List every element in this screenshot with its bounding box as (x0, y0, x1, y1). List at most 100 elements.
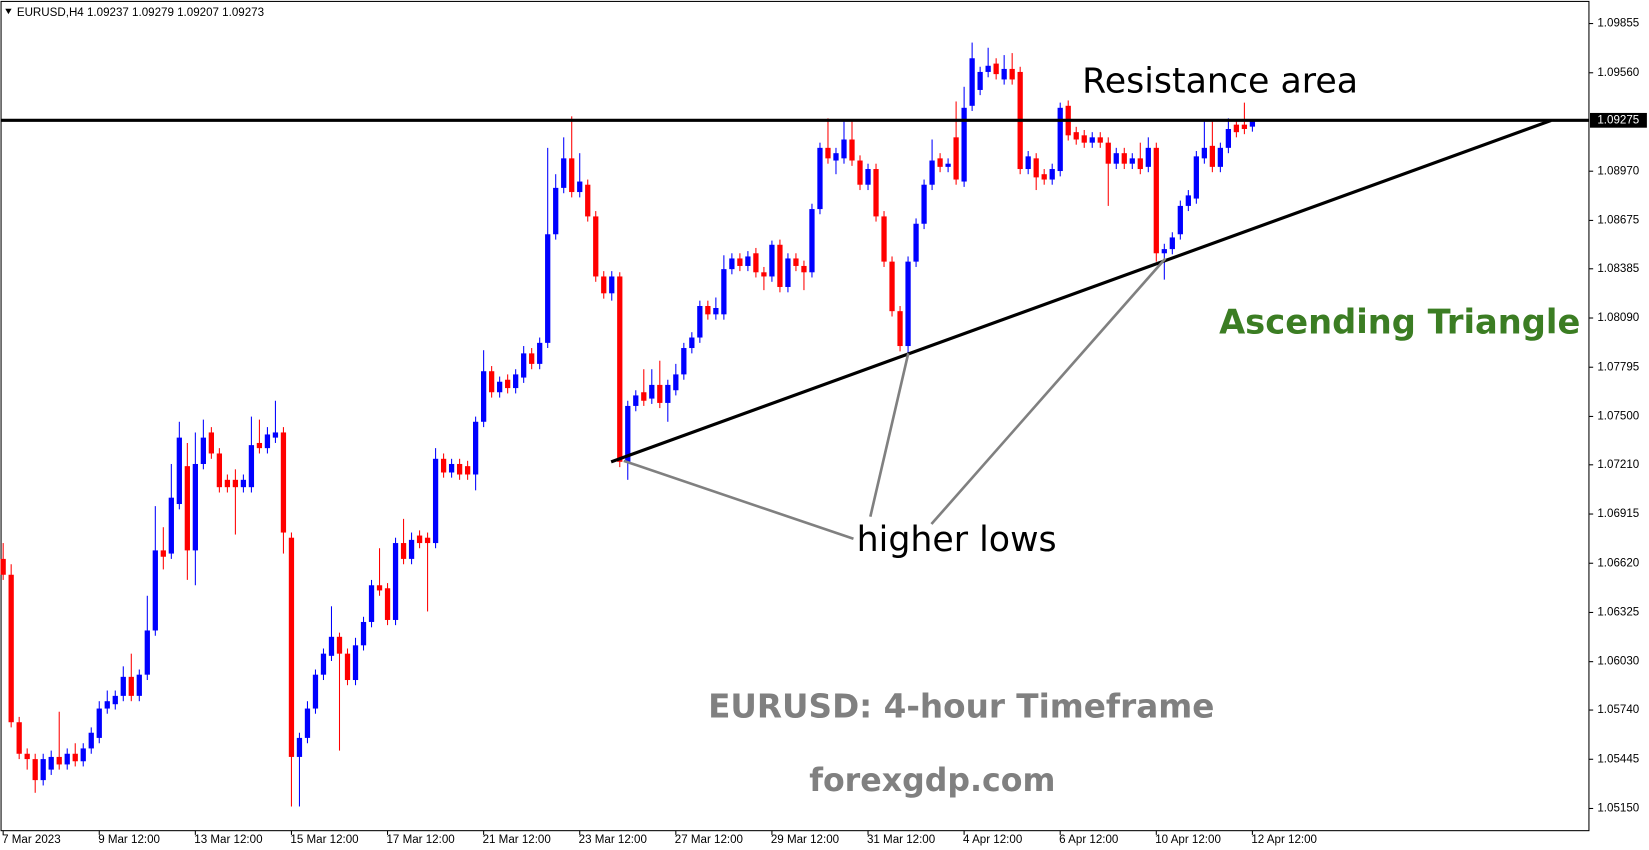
candle-body (777, 244, 783, 287)
menu-triangle (5, 8, 12, 15)
candle-body (1097, 137, 1103, 143)
candle-body (993, 63, 999, 75)
annotation: EURUSD: 4-hour Timeframe (708, 687, 1214, 725)
candle-body (961, 107, 967, 182)
candle-body (705, 305, 711, 315)
x-tick-label: 4 Apr 12:00 (963, 834, 1022, 846)
candle-body (809, 209, 815, 273)
candle-body (416, 535, 423, 544)
candle-body (448, 463, 455, 473)
candle-body (1137, 158, 1143, 170)
candle-body (184, 466, 190, 551)
candle-body (873, 169, 879, 217)
candle-body (553, 187, 559, 235)
x-tick-label: 27 Mar 12:00 (675, 834, 743, 846)
candle-body (697, 305, 703, 338)
candle-body (432, 458, 439, 544)
candle-body (953, 137, 959, 180)
candle-body (641, 392, 647, 401)
candle-body (1153, 147, 1159, 254)
candle-body (505, 379, 511, 389)
candle-body (40, 759, 46, 781)
candle-body (208, 432, 215, 454)
y-tick-label: 1.07795 (1597, 361, 1639, 373)
candle-body (8, 574, 14, 723)
candle-body (1121, 153, 1127, 164)
candle-body (929, 160, 935, 185)
candle-body (1169, 237, 1175, 250)
candle-body (857, 160, 863, 185)
candle-body (176, 437, 182, 505)
x-tick-label: 7 Mar 2023 (2, 834, 61, 846)
candle-body (400, 543, 407, 559)
y-tick-label: 1.09855 (1597, 18, 1639, 30)
candle-body (1073, 132, 1079, 140)
candle-body (368, 585, 375, 622)
pointer-line (869, 353, 910, 517)
candle-body (1113, 153, 1119, 164)
candle-body (825, 147, 831, 159)
candle-body (312, 674, 319, 709)
y-tick-label: 1.08675 (1597, 214, 1639, 226)
x-tick-label: 23 Mar 12:00 (579, 834, 647, 846)
y-tick-label: 1.06325 (1597, 607, 1639, 619)
chart-header: EURUSD,H4 1.09237 1.09279 1.09207 1.0927… (17, 7, 264, 19)
candle-body (985, 65, 991, 72)
candle-body (288, 537, 295, 757)
candle-body (352, 645, 359, 681)
x-tick-label: 17 Mar 12:00 (386, 834, 454, 846)
candle-body (977, 71, 983, 90)
candle-body (1025, 156, 1031, 170)
candle-body (897, 311, 903, 347)
x-tick-label: 15 Mar 12:00 (290, 834, 358, 846)
x-tick-label: 31 Mar 12:00 (867, 834, 935, 846)
candle-body (633, 395, 639, 406)
candle-body (529, 353, 535, 364)
x-tick-label: 10 Apr 12:00 (1155, 834, 1221, 846)
candle-body (32, 759, 38, 781)
candle-body (1033, 158, 1039, 178)
annotation: forexgdp.com (809, 763, 1055, 799)
candle-body (1241, 124, 1248, 129)
candle-body (120, 676, 126, 696)
candle-body (577, 181, 583, 193)
candle-body (24, 753, 30, 760)
candle-body (376, 585, 383, 591)
candle-body (200, 437, 206, 464)
pointer-line (930, 257, 1167, 525)
x-tick-label: 21 Mar 12:00 (483, 834, 551, 846)
candle-body (537, 342, 543, 364)
candle-body (713, 307, 719, 315)
candle-body (1001, 68, 1007, 80)
candle-body (753, 253, 759, 273)
candle-body (1225, 128, 1232, 148)
candle-body (424, 537, 431, 544)
candle-body (905, 261, 911, 347)
candle-body (1129, 158, 1135, 164)
candle-body (1185, 195, 1191, 206)
candle-body (1177, 205, 1183, 235)
candle-body (593, 216, 599, 277)
candle-body (913, 223, 919, 262)
candle-body (344, 653, 351, 681)
candle-body (673, 374, 679, 391)
candle-body (521, 353, 527, 378)
candle-body (360, 621, 367, 646)
y-tick-label: 1.07210 (1597, 459, 1639, 471)
candle-body (1041, 174, 1047, 180)
candle-body (192, 463, 198, 551)
y-tick-label: 1.08970 (1597, 165, 1639, 177)
pointer-line (623, 459, 854, 541)
candle-body (272, 432, 279, 438)
candle-body (609, 276, 615, 294)
candle-body (64, 753, 70, 765)
y-tick-label: 1.06915 (1597, 508, 1639, 520)
candle-body (0, 558, 6, 575)
candle-body (1089, 137, 1095, 143)
y-tick-label: 1.06030 (1597, 656, 1639, 668)
candles (0, 42, 1256, 807)
y-tick-label: 1.08385 (1597, 263, 1639, 275)
candle-body (881, 216, 887, 262)
candle-body (817, 147, 823, 210)
y-tick-label: 1.05150 (1597, 803, 1639, 815)
